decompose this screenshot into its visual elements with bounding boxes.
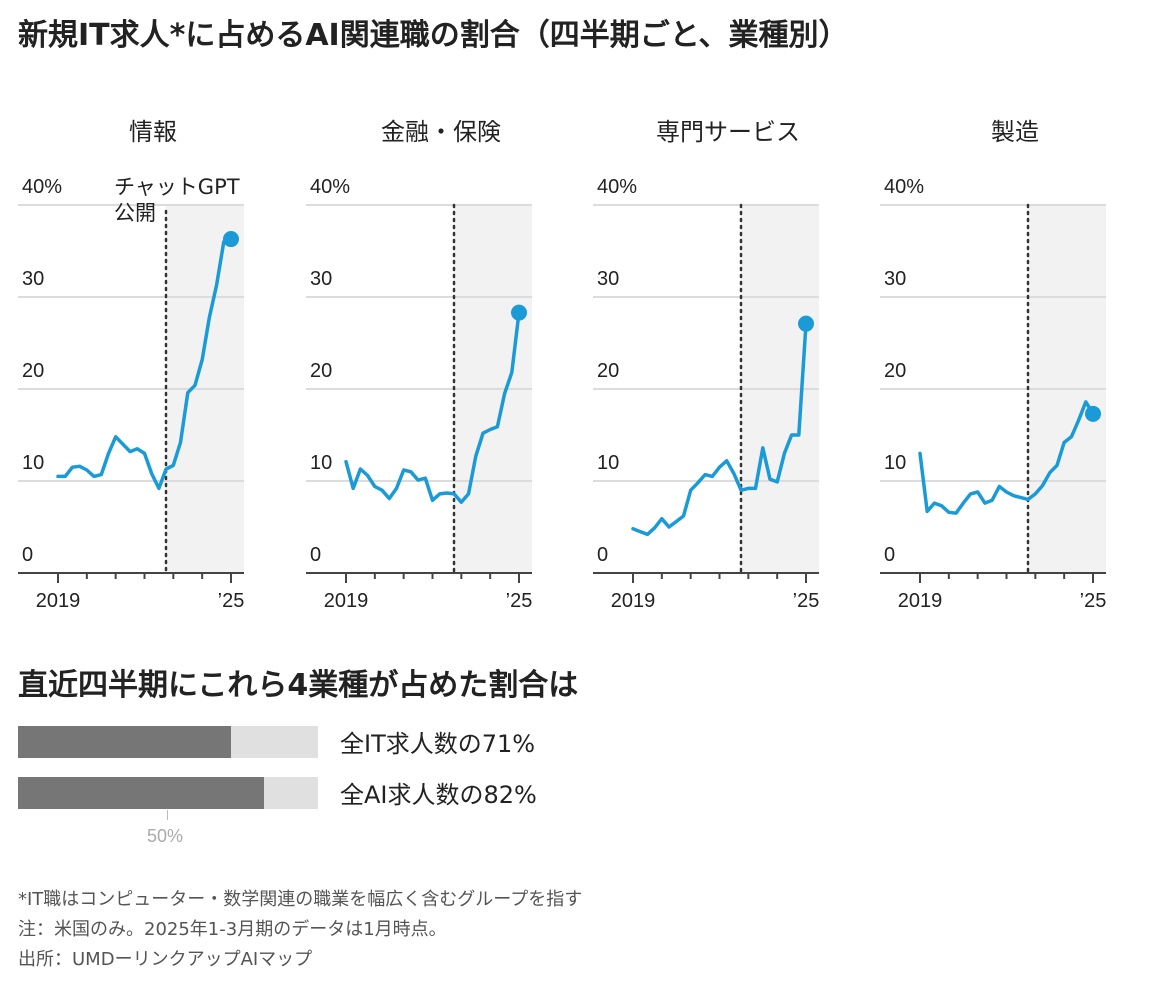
series-line [344, 310, 521, 504]
series-line [918, 400, 1095, 515]
share-section-title: 直近四半期にこれら4業種が占めた割合は [18, 668, 579, 703]
y-tick-label: 0 [597, 544, 608, 566]
y-tick-label: 40% [597, 176, 637, 198]
y-tick-label: 20 [310, 360, 332, 382]
y-tick-label: 20 [597, 360, 619, 382]
footnote-definition: *IT職はコンピューター・数学関連の職業を幅広く含むグループを指す [18, 889, 583, 910]
y-tick-label: 10 [597, 452, 619, 474]
latest-value-point [1085, 405, 1101, 422]
y-tick-label: 40% [884, 176, 924, 198]
x-tick-label: 2019 [324, 590, 369, 612]
y-tick-label: 20 [884, 360, 906, 382]
latest-value-point [223, 231, 239, 248]
series-line [631, 321, 808, 537]
chart-panel: 製造 0 10 20 30 40% 2019 ’25 [880, 118, 1106, 612]
y-tick-label: 10 [22, 452, 44, 474]
latest-value-point [511, 304, 527, 321]
x-tick-label: ’25 [506, 590, 533, 612]
footnotes: *IT職はコンピューター・数学関連の職業を幅広く含むグループを指す 注：米国のみ… [18, 885, 582, 975]
reference-tick [167, 810, 168, 820]
bar-fill [18, 726, 231, 758]
footnote-source: 出所：UMDーリンクアップAIマップ [18, 949, 313, 970]
y-tick-label: 40% [22, 176, 62, 198]
footnote-note: 注：米国のみ。2025年1-3月期のデータは1月時点。 [18, 919, 447, 940]
panel-title: 金融・保険 [381, 118, 501, 146]
series-line [56, 237, 233, 491]
x-tick-label: 2019 [898, 590, 943, 612]
bar-fill [18, 777, 264, 809]
y-tick-label: 0 [22, 544, 33, 566]
bar-label: 全AI求人数の82% [340, 781, 537, 809]
panel-title: 情報 [129, 118, 177, 146]
bar-label: 全IT求人数の71% [340, 730, 536, 758]
latest-value-point [798, 315, 814, 332]
y-tick-label: 30 [22, 268, 44, 290]
chart-title: 新規IT求人*に占めるAI関連職の割合（四半期ごと、業種別） [18, 18, 849, 53]
y-tick-label: 30 [884, 268, 906, 290]
chart-panel: 専門サービス 0 10 20 30 40% 2019 ’25 [593, 118, 819, 612]
reference-label: 50% [147, 826, 184, 846]
y-tick-label: 0 [310, 544, 321, 566]
release-annotation: チャットGPT [114, 175, 240, 199]
x-tick-label: ’25 [218, 590, 245, 612]
x-tick-label: ’25 [1080, 590, 1107, 612]
chart-panel: 金融・保険 0 10 20 30 40% 2019 ’25 [306, 118, 532, 612]
release-annotation: 公開 [114, 201, 156, 225]
y-tick-label: 30 [597, 268, 619, 290]
y-tick-label: 0 [884, 544, 895, 566]
y-tick-label: 10 [310, 452, 332, 474]
panel-title: 製造 [991, 118, 1039, 146]
x-tick-label: 2019 [611, 590, 656, 612]
x-tick-label: ’25 [793, 590, 820, 612]
y-tick-label: 30 [310, 268, 332, 290]
panel-title: 専門サービス [656, 118, 800, 146]
y-tick-label: 40% [310, 176, 350, 198]
y-tick-label: 10 [884, 452, 906, 474]
x-tick-label: 2019 [36, 590, 81, 612]
y-tick-label: 20 [22, 360, 44, 382]
